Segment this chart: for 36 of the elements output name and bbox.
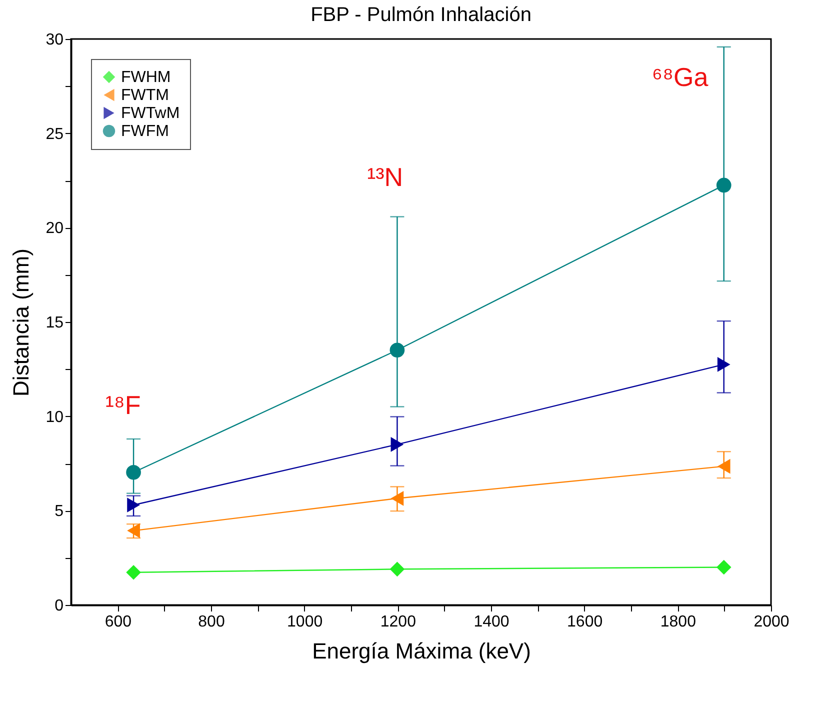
legend-label: FWTwM bbox=[121, 105, 180, 122]
y-tick-label: 5 bbox=[54, 503, 64, 520]
x-tick-label: 600 bbox=[104, 614, 132, 630]
y-tick-label: 30 bbox=[46, 32, 64, 48]
y-tick-label: 10 bbox=[46, 408, 64, 426]
x-axis-title: Energía Máxima (keV) bbox=[312, 638, 531, 664]
point bbox=[717, 357, 730, 372]
x-tick-label: 1400 bbox=[474, 614, 510, 630]
point bbox=[126, 564, 141, 580]
x-tick-label: 1800 bbox=[660, 614, 696, 630]
x-tick-label: 1200 bbox=[380, 614, 416, 630]
x-tick-label: 2000 bbox=[754, 614, 790, 630]
chart-title: FBP - Pulmón Inhalación bbox=[310, 4, 532, 26]
y-axis-title: Distancia (mm) bbox=[8, 248, 34, 396]
y-tick-label: 20 bbox=[46, 220, 64, 238]
point bbox=[127, 498, 140, 512]
legend-label: FWTM bbox=[121, 87, 169, 104]
point bbox=[390, 342, 405, 358]
annotation: ⁶⁸Ga bbox=[652, 62, 709, 92]
point bbox=[390, 437, 404, 452]
y-tick-label: 25 bbox=[46, 126, 64, 143]
point bbox=[390, 490, 404, 506]
annotation: ¹⁸F bbox=[105, 390, 141, 420]
x-tick-label: 800 bbox=[198, 614, 225, 630]
point bbox=[717, 458, 730, 474]
point bbox=[716, 178, 732, 193]
point bbox=[390, 562, 405, 577]
legend-label: FWFM bbox=[121, 123, 169, 140]
legend-label: FWHM bbox=[121, 69, 171, 86]
y-tick-label: 0 bbox=[54, 598, 64, 614]
x-tick-label: 1000 bbox=[287, 614, 323, 630]
x-tick-label: 1600 bbox=[567, 614, 603, 630]
point bbox=[126, 464, 141, 480]
annotation: ¹³N bbox=[366, 162, 404, 192]
y-tick-label: 15 bbox=[46, 314, 64, 332]
point bbox=[716, 560, 732, 575]
